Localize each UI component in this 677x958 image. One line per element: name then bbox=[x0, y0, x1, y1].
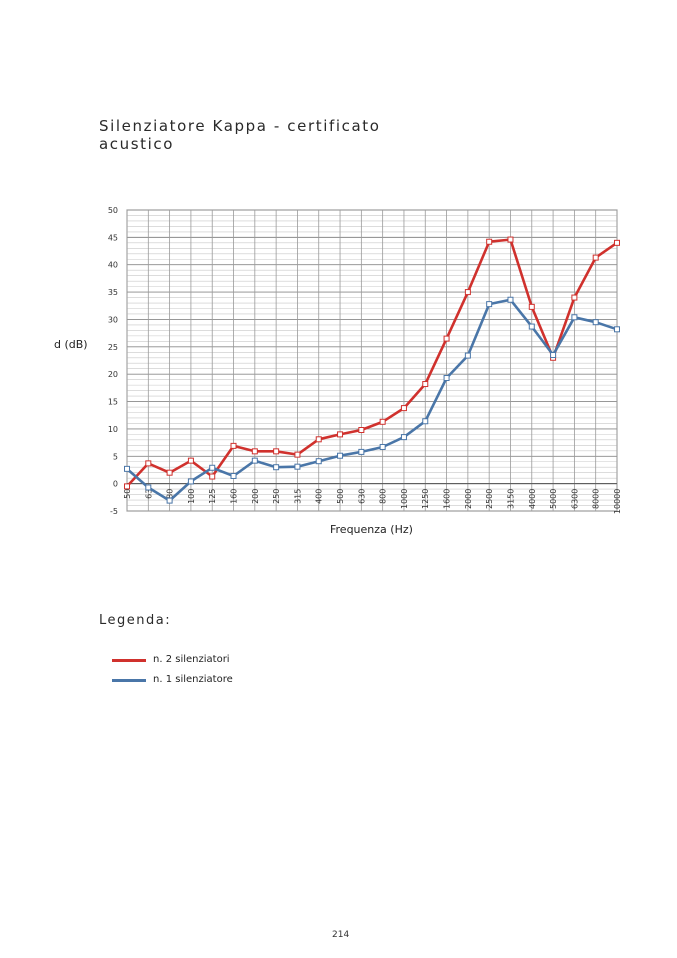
x-tick-label: 200 bbox=[251, 489, 260, 504]
data-point bbox=[571, 314, 578, 321]
data-point bbox=[187, 478, 194, 485]
page-number: 214 bbox=[332, 930, 350, 940]
x-tick-label: 2500 bbox=[485, 489, 494, 509]
data-point bbox=[614, 239, 620, 246]
x-tick-label: 400 bbox=[315, 489, 324, 504]
x-tick-label: 63 bbox=[144, 489, 153, 499]
data-point bbox=[400, 434, 407, 441]
x-tick-label: 4000 bbox=[528, 489, 537, 509]
data-point bbox=[443, 335, 450, 342]
legend-swatch-series-2 bbox=[112, 679, 146, 682]
x-tick-label: 8000 bbox=[592, 489, 601, 509]
data-point bbox=[166, 469, 173, 476]
x-tick-label: 2000 bbox=[464, 489, 473, 509]
data-point bbox=[464, 289, 471, 296]
x-tick-label: 630 bbox=[357, 489, 366, 504]
data-point bbox=[592, 254, 599, 261]
page-title: Silenziatore Kappa - certificato acustic… bbox=[99, 117, 381, 153]
legend-swatch-series-1 bbox=[112, 659, 146, 662]
data-point bbox=[145, 460, 152, 467]
data-point bbox=[187, 457, 194, 464]
data-point bbox=[379, 443, 386, 450]
x-tick-label: 160 bbox=[230, 489, 239, 504]
y-tick-label: 30 bbox=[108, 315, 118, 324]
data-point bbox=[337, 431, 344, 438]
x-tick-label: 6300 bbox=[570, 489, 579, 509]
x-tick-label: 250 bbox=[272, 489, 281, 504]
data-point bbox=[400, 405, 407, 412]
y-tick-label: 0 bbox=[113, 480, 118, 489]
y-tick-label: -5 bbox=[110, 507, 118, 516]
data-point bbox=[251, 448, 258, 455]
x-tick-label: 80 bbox=[166, 489, 175, 499]
y-tick-label: 25 bbox=[108, 343, 118, 352]
data-point bbox=[124, 465, 130, 472]
y-tick-label: 35 bbox=[108, 288, 118, 297]
x-tick-label: 125 bbox=[208, 489, 217, 504]
data-point bbox=[422, 418, 429, 425]
x-tick-label: 3150 bbox=[506, 489, 515, 509]
series-line-1 bbox=[126, 238, 618, 488]
x-tick-label: 5000 bbox=[549, 489, 558, 509]
data-point bbox=[230, 442, 237, 449]
data-point bbox=[294, 451, 301, 458]
y-tick-label: 15 bbox=[108, 398, 118, 407]
x-tick-label: 800 bbox=[379, 489, 388, 504]
data-point bbox=[358, 427, 365, 434]
plot-area bbox=[126, 209, 618, 512]
x-tick-label: 500 bbox=[336, 489, 345, 504]
y-tick-label: 20 bbox=[108, 370, 118, 379]
y-tick-label: 50 bbox=[108, 206, 118, 215]
data-point bbox=[422, 381, 429, 388]
y-tick-label: 45 bbox=[108, 233, 118, 242]
data-point bbox=[486, 238, 493, 245]
data-point bbox=[528, 303, 535, 310]
data-point bbox=[507, 236, 514, 243]
x-tick-label: 1600 bbox=[443, 489, 452, 509]
legend-label-series-2: n. 1 silenziatore bbox=[153, 674, 233, 685]
data-point bbox=[145, 484, 152, 491]
x-tick-label: 315 bbox=[293, 489, 302, 504]
x-tick-label: 1250 bbox=[421, 489, 430, 509]
data-point bbox=[337, 452, 344, 459]
data-point bbox=[571, 294, 578, 301]
data-point bbox=[315, 436, 322, 443]
data-point bbox=[273, 464, 280, 471]
data-point bbox=[273, 448, 280, 455]
data-point bbox=[251, 457, 258, 464]
data-point bbox=[507, 296, 514, 303]
data-point bbox=[592, 319, 599, 326]
data-point bbox=[379, 418, 386, 425]
data-point bbox=[166, 497, 173, 504]
data-point bbox=[124, 483, 130, 490]
data-point bbox=[614, 326, 620, 333]
data-point bbox=[528, 323, 535, 330]
data-point bbox=[294, 463, 301, 470]
x-tick-label: 50 bbox=[123, 489, 132, 499]
y-axis-label: d (dB) bbox=[54, 338, 88, 351]
data-point bbox=[230, 472, 237, 479]
data-point bbox=[550, 352, 557, 359]
data-point bbox=[315, 458, 322, 465]
x-tick-label: 10000 bbox=[613, 489, 622, 514]
data-point bbox=[443, 375, 450, 382]
legend-title: Legenda: bbox=[99, 613, 172, 628]
x-tick-label: 100 bbox=[187, 489, 196, 504]
y-tick-label: 40 bbox=[108, 261, 118, 270]
y-tick-label: 5 bbox=[113, 452, 118, 461]
series-line-2 bbox=[126, 298, 618, 502]
data-point bbox=[209, 464, 216, 471]
data-point bbox=[209, 473, 216, 480]
data-point bbox=[358, 448, 365, 455]
data-point bbox=[486, 301, 493, 308]
data-point bbox=[464, 352, 471, 359]
x-tick-label: 1000 bbox=[400, 489, 409, 509]
legend-label-series-1: n. 2 silenziatori bbox=[153, 654, 230, 665]
x-axis-label: Frequenza (Hz) bbox=[330, 523, 413, 536]
y-tick-label: 10 bbox=[108, 425, 118, 434]
